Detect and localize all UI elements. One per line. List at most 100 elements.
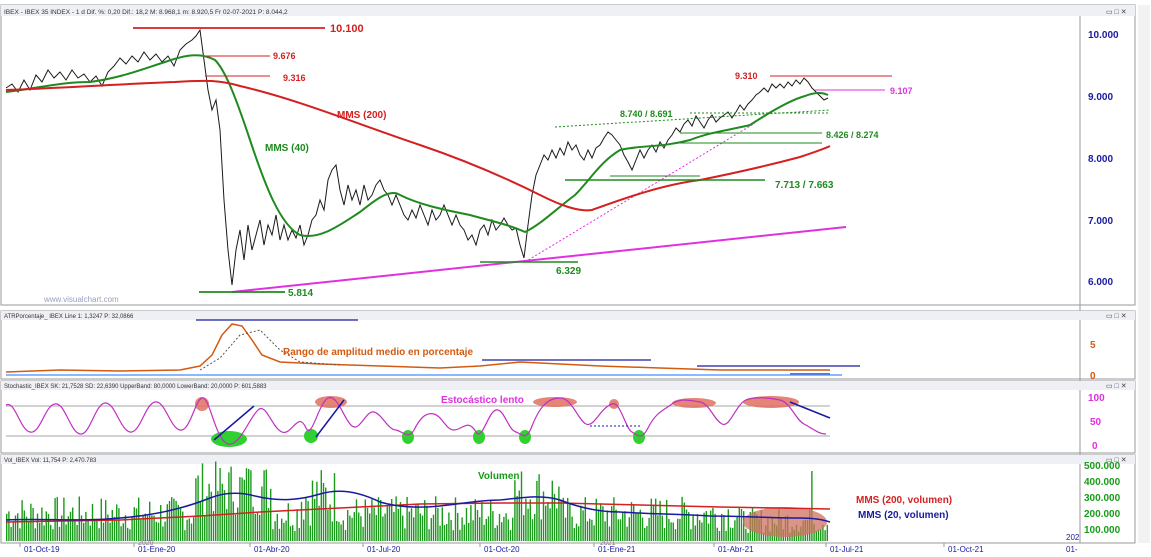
volume-bar	[391, 499, 393, 541]
volume-bar	[10, 527, 12, 541]
volume-bar	[426, 505, 428, 541]
volume-bar	[461, 517, 463, 541]
atr-window-controls[interactable]: ▭ □ ✕	[1106, 313, 1127, 320]
price-y-axis: 10.000 9.000 8.000 7.000 6.000	[1088, 30, 1119, 288]
volume-bar	[14, 515, 17, 541]
volume-bar	[129, 529, 131, 541]
volume-bar	[80, 515, 83, 541]
volume-bar	[160, 505, 162, 541]
volume-bar	[157, 522, 160, 541]
volume-bar	[30, 503, 32, 541]
volume-bar	[353, 512, 355, 541]
volume-bar	[28, 521, 30, 541]
volume-bar	[542, 491, 545, 541]
volume-bar	[298, 528, 300, 541]
volume-bar	[536, 480, 538, 541]
stoch-window-controls[interactable]: ▭ □ ✕	[1106, 383, 1127, 390]
volume-bar	[36, 513, 39, 541]
level-line-8740	[554, 109, 831, 128]
price-header-bar	[1, 5, 1135, 16]
volume-bar	[364, 499, 366, 541]
label-10100: 10.100	[330, 23, 364, 35]
volume-bar	[509, 530, 512, 541]
volume-bar	[296, 509, 298, 541]
label-mms40: MMS (40)	[265, 143, 309, 154]
volume-bar	[375, 515, 377, 541]
volume-bar	[276, 513, 278, 541]
volume-bar	[309, 525, 311, 541]
volume-bar	[600, 503, 602, 541]
volume-bar	[215, 461, 217, 541]
volume-bar	[373, 507, 375, 541]
volume-bar	[569, 502, 571, 541]
volume-bar	[608, 526, 611, 541]
volume-bar	[307, 501, 309, 541]
volume-bar	[586, 521, 589, 541]
volume-bar	[184, 530, 186, 541]
mms200-line	[5, 79, 831, 212]
volume-bar	[747, 532, 749, 541]
volume-bar	[333, 473, 336, 541]
vertical-scrollbar[interactable]	[1138, 5, 1150, 543]
volume-bar	[727, 509, 729, 541]
volume-bar	[826, 524, 828, 541]
volume-bar	[430, 518, 432, 541]
price-window-controls[interactable]: ▭ □ ✕	[1106, 9, 1127, 16]
volume-bar	[41, 507, 43, 541]
volume-bar	[820, 529, 822, 541]
volume-bar	[696, 514, 699, 541]
volume-bar	[538, 474, 540, 541]
volume-bar	[641, 517, 644, 541]
x-year: 2021	[600, 540, 616, 547]
volume-bar	[798, 531, 800, 541]
support-trendline	[231, 226, 847, 293]
volume-bar	[740, 509, 743, 541]
volume-bar	[342, 520, 344, 541]
price-ytick: 10.000	[1088, 30, 1119, 41]
volume-bar	[287, 503, 289, 541]
volume-bar	[193, 517, 195, 541]
volume-bar	[250, 470, 252, 541]
volume-bar	[439, 525, 441, 541]
volume-bar	[87, 519, 89, 541]
volume-bar	[239, 477, 241, 541]
volume-bar	[534, 514, 536, 541]
volume-bar	[644, 528, 646, 541]
volume-bar	[17, 513, 19, 541]
volume-bar	[116, 504, 118, 541]
volume-bar	[417, 503, 419, 541]
volume-bar	[197, 475, 199, 541]
volume-bar	[124, 515, 127, 541]
volume-bar	[465, 508, 468, 541]
atr-header-bar	[1, 311, 1135, 320]
volume-bar	[122, 523, 124, 541]
volume-bar	[146, 515, 149, 541]
volume-bar	[595, 498, 597, 541]
x-tick: 01-Jul-20	[367, 545, 401, 554]
vol-ytick: 400.000	[1084, 477, 1121, 488]
volume-bar	[243, 479, 245, 541]
volume-bar	[520, 471, 523, 541]
volume-bar	[131, 516, 133, 541]
stoch-series-line	[5, 397, 827, 445]
volume-bar	[212, 511, 215, 541]
volume-bar	[406, 497, 408, 541]
label-8426-8274: 8.426 / 8.274	[826, 130, 879, 140]
atr-y-axis: 5 0	[1090, 340, 1096, 382]
volume-bar	[186, 519, 188, 541]
volume-bar	[659, 500, 661, 541]
volume-bar	[694, 525, 696, 541]
volume-bar	[47, 513, 50, 541]
volume-bar	[597, 509, 600, 541]
volume-bar	[549, 508, 551, 541]
volume-bar	[230, 466, 232, 541]
x-year: 202	[1066, 533, 1080, 542]
vol-mms20-label: MMS (20, volumen)	[858, 510, 949, 521]
vol-window-controls[interactable]: ▭ □ ✕	[1106, 457, 1127, 464]
volume-bar	[164, 521, 166, 541]
stoch-y-axis: 100 50 0	[1088, 393, 1105, 452]
volume-bar	[245, 468, 248, 541]
stoch-header-text: Stochastic_IBEX SK: 21,7528 SD: 22,6390 …	[4, 384, 267, 390]
volume-bar	[89, 525, 91, 541]
volume-bar	[507, 519, 509, 541]
